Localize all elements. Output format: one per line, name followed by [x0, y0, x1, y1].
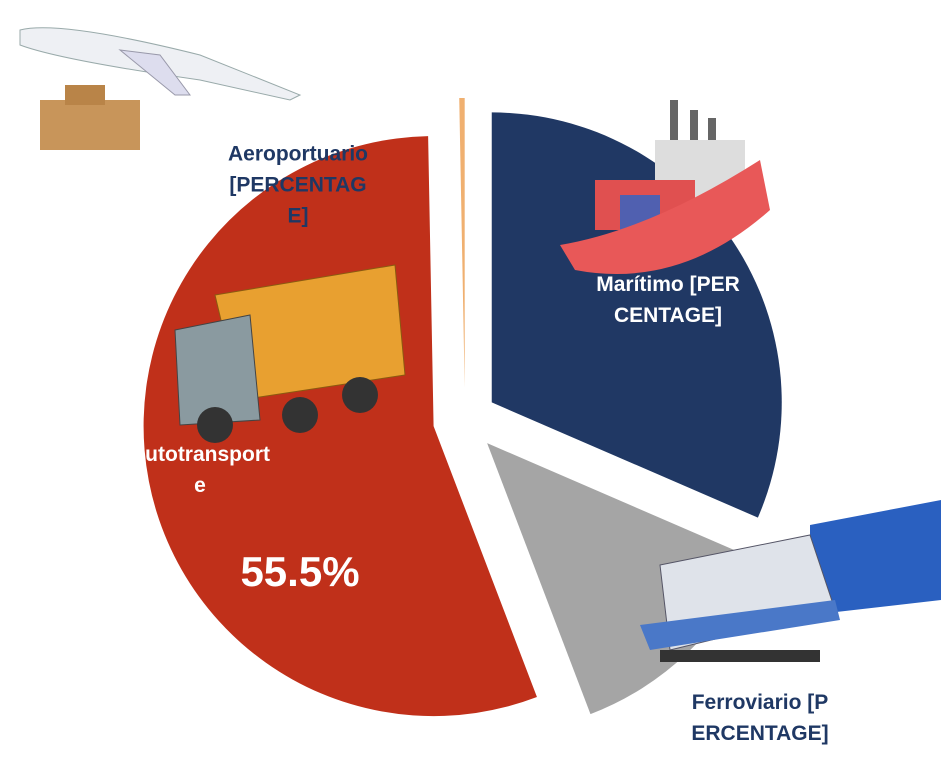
- truck-icon: [175, 265, 405, 443]
- chart: Marítimo [PERCENTAGE] Ferroviario [PERCEN…: [0, 0, 941, 776]
- slice-label: Autotransporte: [125, 439, 275, 501]
- icons: [0, 0, 941, 776]
- slice-label: Marítimo [PERCENTAGE]: [593, 269, 743, 331]
- value-label: 55.5%: [240, 548, 359, 596]
- category-name: Aeroportuario: [228, 143, 368, 166]
- slice-label: Aeroportuario [PERCENTAGE]: [223, 139, 373, 232]
- category-name: Autotransporte: [130, 443, 270, 497]
- category-name: Marítimo: [596, 273, 684, 296]
- ship-icon: [560, 100, 770, 274]
- category-name: Ferroviario: [692, 691, 802, 714]
- slice-label: Ferroviario [PERCENTAGE]: [685, 687, 835, 749]
- plane-icon: [20, 28, 300, 150]
- train-icon: [640, 500, 941, 662]
- value-label: [PERCENTAGE]: [229, 174, 366, 228]
